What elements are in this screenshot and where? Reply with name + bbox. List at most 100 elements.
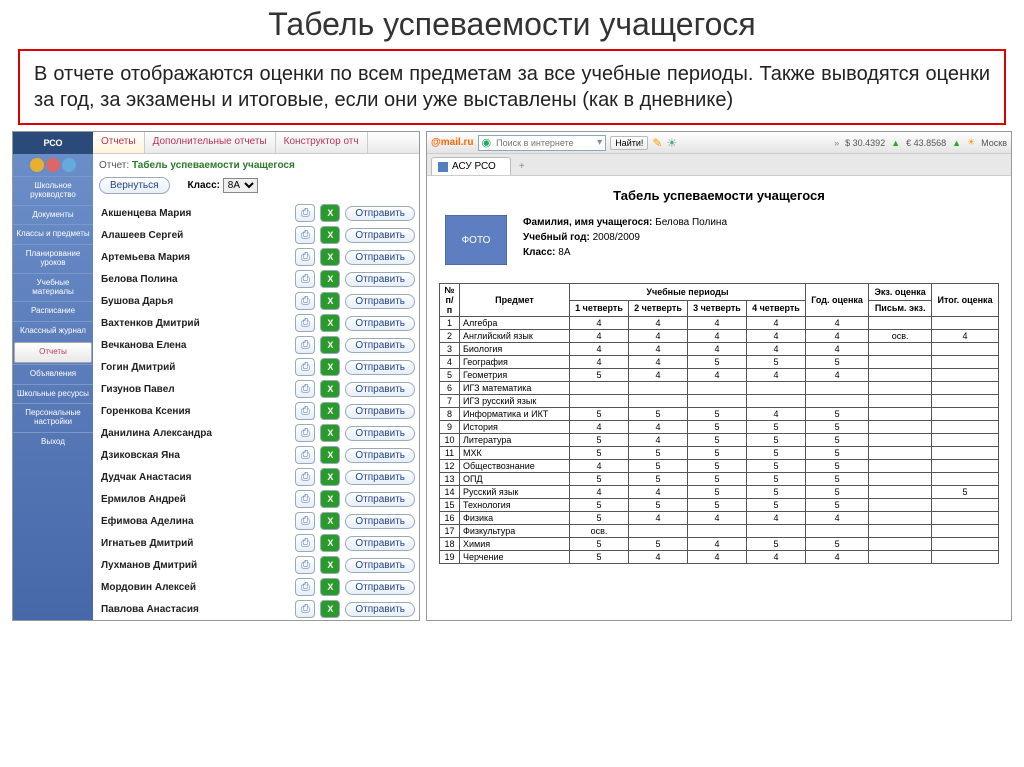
sidebar-item[interactable]: Персональные настройки [13,403,93,432]
excel-icon[interactable]: X [320,446,340,464]
print-icon[interactable]: ⎙ [295,336,315,354]
send-button[interactable]: Отправить [345,294,415,309]
send-button[interactable]: Отправить [345,360,415,375]
excel-icon[interactable]: X [320,380,340,398]
print-icon[interactable]: ⎙ [295,424,315,442]
student-row: Алашеев Сергей⎙XОтправить [97,224,415,246]
toolbar-icon[interactable] [62,158,76,172]
sidebar-item[interactable]: Объявления [13,364,93,384]
chevron-down-icon[interactable]: ▾ [594,137,605,148]
excel-icon[interactable]: X [320,534,340,552]
student-photo: ФОТО [445,215,507,265]
sidebar-item[interactable]: Классный журнал [13,321,93,341]
pencil-icon[interactable]: ✎ [652,136,662,150]
top-tab[interactable]: Конструктор отч [276,132,368,153]
logo: РСО [13,132,93,154]
sidebar-item[interactable]: Расписание [13,301,93,321]
excel-icon[interactable]: X [320,292,340,310]
print-icon[interactable]: ⎙ [295,314,315,332]
student-name: Мордовин Алексей [97,582,290,593]
excel-icon[interactable]: X [320,490,340,508]
print-icon[interactable]: ⎙ [295,292,315,310]
sidebar-item[interactable]: Школьные ресурсы [13,384,93,404]
print-icon[interactable]: ⎙ [295,578,315,596]
excel-icon[interactable]: X [320,556,340,574]
sidebar-item[interactable]: Школьное руководство [13,176,93,205]
send-button[interactable]: Отправить [345,514,415,529]
send-button[interactable]: Отправить [345,536,415,551]
sidebar-item[interactable]: Классы и предметы [13,224,93,244]
excel-icon[interactable]: X [320,424,340,442]
new-tab-icon[interactable]: + [511,158,533,175]
excel-icon[interactable]: X [320,600,340,618]
send-button[interactable]: Отправить [345,316,415,331]
class-select[interactable]: 8А [223,178,258,193]
top-tab[interactable]: Дополнительные отчеты [145,132,276,153]
browser-tabs: АСУ РСО + [427,154,1011,176]
excel-icon[interactable]: X [320,204,340,222]
print-icon[interactable]: ⎙ [295,402,315,420]
sidebar-item[interactable]: Выход [13,432,93,452]
print-icon[interactable]: ⎙ [295,512,315,530]
find-button[interactable]: Найти! [610,136,648,150]
sidebar-item[interactable]: Планирование уроков [13,244,93,273]
table-row: 13ОПД55555 [440,473,999,486]
sidebar-item[interactable]: Отчеты [14,342,92,363]
excel-icon[interactable]: X [320,248,340,266]
send-button[interactable]: Отправить [345,272,415,287]
excel-icon[interactable]: X [320,468,340,486]
print-icon[interactable]: ⎙ [295,600,315,618]
excel-icon[interactable]: X [320,314,340,332]
send-button[interactable]: Отправить [345,404,415,419]
excel-icon[interactable]: X [320,270,340,288]
send-button[interactable]: Отправить [345,338,415,353]
student-name: Ефимова Аделина [97,516,290,527]
table-row: 7ИГЗ русский язык [440,395,999,408]
excel-icon[interactable]: X [320,358,340,376]
search-input[interactable] [494,138,594,148]
sidebar-item[interactable]: Документы [13,205,93,225]
send-button[interactable]: Отправить [345,558,415,573]
send-button[interactable]: Отправить [345,382,415,397]
excel-icon[interactable]: X [320,578,340,596]
send-button[interactable]: Отправить [345,580,415,595]
student-row: Горенкова Ксения⎙XОтправить [97,400,415,422]
report-title: Табель успеваемости учащегося [439,184,999,215]
top-tab[interactable]: Отчеты [93,132,145,153]
sidebar-toolbar [13,154,93,176]
send-button[interactable]: Отправить [345,250,415,265]
table-row: 18Химия55455 [440,538,999,551]
excel-icon[interactable]: X [320,336,340,354]
student-row: Мордовин Алексей ⎙ X Отправить [97,576,415,598]
print-icon[interactable]: ⎙ [295,556,315,574]
print-icon[interactable]: ⎙ [295,534,315,552]
print-icon[interactable]: ⎙ [295,358,315,376]
send-button[interactable]: Отправить [345,492,415,507]
excel-icon[interactable]: X [320,226,340,244]
send-button[interactable]: Отправить [345,602,415,617]
back-button[interactable]: Вернуться [99,177,170,194]
browser-tab[interactable]: АСУ РСО [431,157,511,175]
toolbar-icon[interactable] [46,158,60,172]
print-icon[interactable]: ⎙ [295,468,315,486]
excel-icon[interactable]: X [320,512,340,530]
print-icon[interactable]: ⎙ [295,248,315,266]
print-icon[interactable]: ⎙ [295,204,315,222]
print-icon[interactable]: ⎙ [295,270,315,288]
toolbar-icon[interactable] [30,158,44,172]
print-icon[interactable]: ⎙ [295,446,315,464]
weather-icon[interactable]: ☀ [666,136,677,150]
student-row: Лухманов Дмитрий⎙XОтправить [97,554,415,576]
send-button[interactable]: Отправить [345,448,415,463]
print-icon[interactable]: ⎙ [295,380,315,398]
print-icon[interactable]: ⎙ [295,226,315,244]
excel-icon[interactable]: X [320,402,340,420]
send-button[interactable]: Отправить [345,228,415,243]
send-button[interactable]: Отправить [345,470,415,485]
sidebar: РСО Школьное руководствоДокументыКлассы … [13,132,93,620]
send-button[interactable]: Отправить [345,206,415,221]
student-list: Акшенцева Мария⎙XОтправитьАлашеев Сергей… [93,202,419,620]
send-button[interactable]: Отправить [345,426,415,441]
print-icon[interactable]: ⎙ [295,490,315,508]
sidebar-item[interactable]: Учебные материалы [13,273,93,302]
